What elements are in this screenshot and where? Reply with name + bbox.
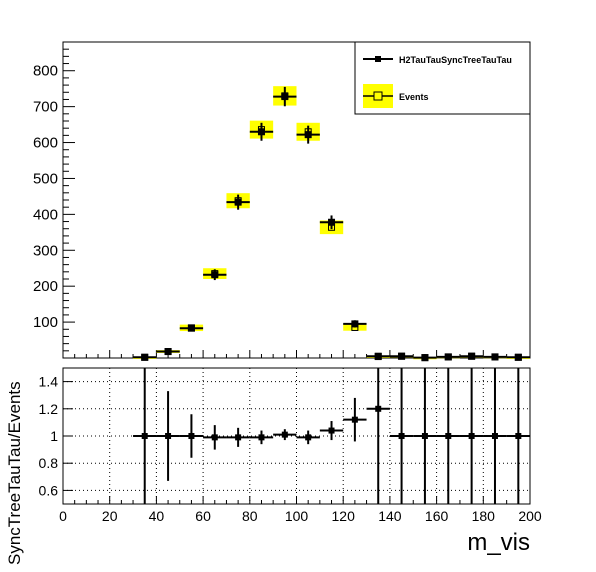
ratio-point [468,433,475,439]
sync-point [514,353,522,361]
main-plot-panel: 100 200 300 400 500 600 700 800 [33,41,531,362]
legend-label-sync: H2TauTauSyncTreeTauTau [399,55,512,65]
legend: H2TauTauSyncTreeTauTau Events [354,41,531,115]
main-y-tick-label: 200 [33,278,58,295]
sync-point [257,128,265,136]
ratio-x-tick-label: 140 [378,508,402,524]
ratio-x-tick-label: 160 [425,508,449,524]
ratio-x-tick-label: 100 [285,508,309,524]
ratio-plot-panel: 0.6 0.8 1 1.2 1.4 0 20 40 60 80 100 120 140 160 180 200 [39,367,542,524]
sync-point [468,352,476,360]
sync-point [444,353,452,361]
x-axis-label: m_vis [467,529,530,556]
ratio-point [211,434,218,441]
ratio-x-tick-label: 40 [149,508,165,524]
sync-point [141,353,149,361]
ratio-x-tick-label: 200 [518,508,542,524]
ratio-point [328,427,335,434]
ratio-x-tick-label: 180 [472,508,496,524]
ratio-point [281,431,288,438]
ratio-point [398,433,405,439]
ratio-x-tick-label: 120 [332,508,356,524]
main-y-tick-label: 800 [33,63,58,80]
ratio-point [351,416,358,423]
ratio-x-tick-label: 20 [102,508,118,524]
main-y-tick-label: 700 [33,99,58,116]
sync-point [328,218,336,226]
ratio-point [305,434,312,441]
ratio-y-tick-label: 1.2 [39,401,59,417]
ratio-x-tick-label: 60 [195,508,211,524]
ratio-point [375,405,382,412]
ratio-point [165,433,172,439]
sync-point [398,352,406,360]
ratio-point [445,433,452,439]
main-y-tick-label: 400 [33,206,58,223]
y-axis-label: SyncTreeTauTau/Events [5,381,24,565]
ratio-y-tick-label: 0.8 [39,455,59,471]
ratio-y-tick-label: 1 [50,428,58,444]
main-y-tick-label: 500 [33,170,58,187]
ratio-point [491,433,498,439]
ratio-y-tick-label: 1.4 [39,374,59,390]
sync-point [164,348,172,356]
sync-point [281,93,289,101]
legend-sync-marker [375,56,381,62]
ratio-point [188,433,195,439]
legend-events-marker [373,91,383,101]
ratio-x-tick-label: 80 [242,508,258,524]
main-y-tick-label: 100 [33,314,58,331]
ratio-point [421,433,428,439]
ratio-point [258,434,265,441]
sync-point [234,198,242,206]
sync-point [187,324,195,332]
sync-point [351,320,359,328]
main-y-tick-label: 300 [33,242,58,259]
sync-point [211,271,219,279]
sync-point [304,131,312,139]
sync-point [374,352,382,360]
main-y-tick-label: 600 [33,135,58,152]
ratio-point [141,433,148,439]
ratio-y-tick-label: 0.6 [39,482,59,498]
sync-point [421,354,429,362]
sync-point [491,353,499,361]
legend-label-events: Events [399,92,429,102]
ratio-point [515,433,522,439]
ratio-point [235,434,242,441]
ratio-x-tick-label: 0 [59,508,67,524]
